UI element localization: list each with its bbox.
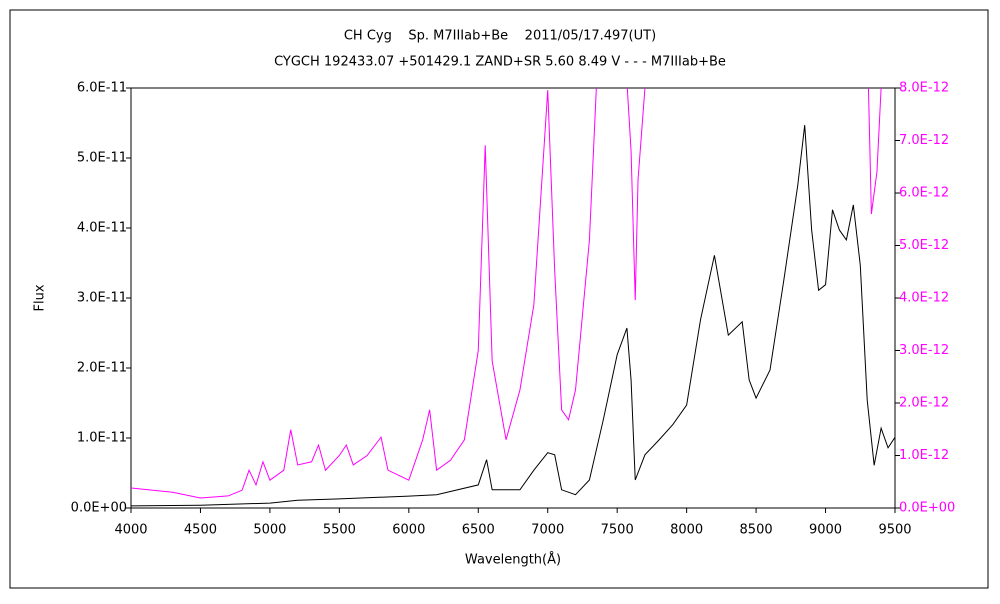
y2-tick-label: 6.0E-12	[899, 186, 949, 201]
chart-frame	[9, 9, 989, 589]
x-axis-label: Wavelength(Å)	[465, 552, 561, 568]
chart-title: CH Cyg Sp. M7IIIab+Be 2011/05/17.497(UT)	[344, 29, 656, 44]
chart-subtitle: CYGCH 192433.07 +501429.1 ZAND+SR 5.60 8…	[274, 55, 726, 70]
y-tick-label: 2.0E-11	[77, 361, 127, 376]
x-tick-label: 8000	[670, 523, 703, 538]
y2-tick-label: 0.0E+00	[899, 501, 955, 516]
y-tick-label: 0.0E+00	[71, 501, 127, 516]
x-tick-label: 8500	[740, 523, 773, 538]
x-tick-label: 7000	[531, 523, 564, 538]
y-tick-label: 6.0E-11	[77, 81, 127, 96]
y2-tick-label: 2.0E-12	[899, 396, 949, 411]
x-tick-label: 5000	[253, 523, 286, 538]
data-line	[131, 88, 882, 499]
y-tick-label: 3.0E-11	[77, 291, 127, 306]
x-tick-label: 6000	[392, 523, 425, 538]
data-line	[131, 125, 895, 507]
y2-tick-label: 8.0E-12	[899, 81, 949, 96]
y2-tick-label: 7.0E-12	[899, 133, 949, 148]
x-tick-label: 4500	[184, 523, 217, 538]
y2-tick-label: 5.0E-12	[899, 238, 949, 253]
y2-tick-label: 1.0E-12	[899, 448, 949, 463]
y-axis-label: Flux	[33, 284, 48, 311]
x-tick-label: 5500	[323, 523, 356, 538]
y-tick-label: 5.0E-11	[77, 151, 127, 166]
x-tick-label: 7500	[601, 523, 634, 538]
x-tick-label: 4000	[114, 523, 147, 538]
y2-tick-label: 3.0E-12	[899, 343, 949, 358]
x-tick-label: 6500	[462, 523, 495, 538]
y-tick-label: 1.0E-11	[77, 431, 127, 446]
y-tick-label: 4.0E-11	[77, 221, 127, 236]
x-tick-label: 9000	[809, 523, 842, 538]
x-tick-label: 9500	[878, 523, 911, 538]
y2-tick-label: 4.0E-12	[899, 291, 949, 306]
